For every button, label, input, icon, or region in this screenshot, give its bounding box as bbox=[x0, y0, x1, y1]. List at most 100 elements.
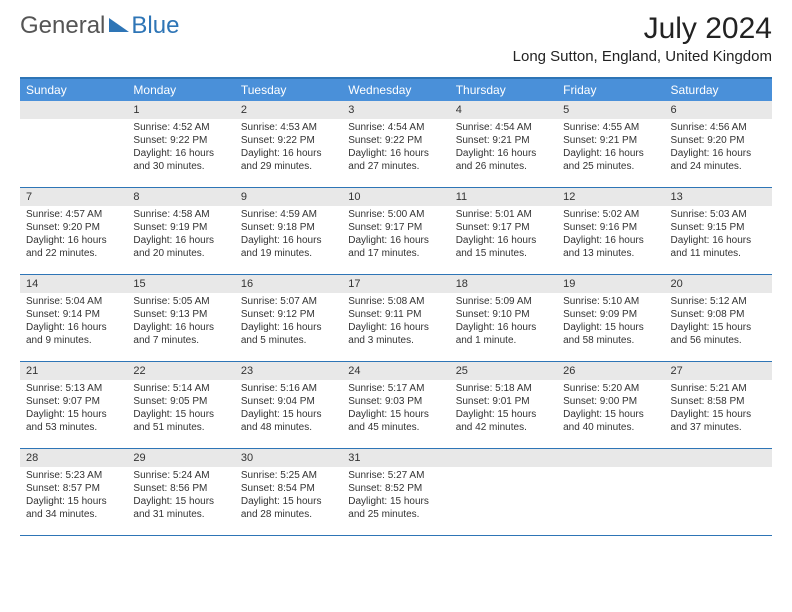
day-cell: 29Sunrise: 5:24 AMSunset: 8:56 PMDayligh… bbox=[127, 449, 234, 535]
day-info-line: Daylight: 16 hours bbox=[133, 321, 228, 334]
day-number: 2 bbox=[235, 101, 342, 119]
day-body: Sunrise: 5:07 AMSunset: 9:12 PMDaylight:… bbox=[235, 293, 342, 351]
day-info-line: Daylight: 15 hours bbox=[563, 321, 658, 334]
header: General Blue July 2024 Long Sutton, Engl… bbox=[0, 0, 792, 69]
day-cell: 6Sunrise: 4:56 AMSunset: 9:20 PMDaylight… bbox=[665, 101, 772, 187]
day-info-line: Sunrise: 5:21 AM bbox=[671, 382, 766, 395]
day-body: Sunrise: 5:25 AMSunset: 8:54 PMDaylight:… bbox=[235, 467, 342, 525]
day-header: Sunday bbox=[20, 79, 127, 101]
day-info-line: Daylight: 15 hours bbox=[241, 408, 336, 421]
day-number: 7 bbox=[20, 188, 127, 206]
day-cell: 8Sunrise: 4:58 AMSunset: 9:19 PMDaylight… bbox=[127, 188, 234, 274]
day-info-line: and 28 minutes. bbox=[241, 508, 336, 521]
day-info-line: Daylight: 15 hours bbox=[26, 495, 121, 508]
day-info-line: Sunrise: 4:55 AM bbox=[563, 121, 658, 134]
day-number: 15 bbox=[127, 275, 234, 293]
day-info-line: Sunset: 8:57 PM bbox=[26, 482, 121, 495]
day-cell: 20Sunrise: 5:12 AMSunset: 9:08 PMDayligh… bbox=[665, 275, 772, 361]
day-cell: 12Sunrise: 5:02 AMSunset: 9:16 PMDayligh… bbox=[557, 188, 664, 274]
day-cell bbox=[450, 449, 557, 535]
day-header: Wednesday bbox=[342, 79, 449, 101]
day-info-line: Sunrise: 4:53 AM bbox=[241, 121, 336, 134]
day-number: 3 bbox=[342, 101, 449, 119]
day-info-line: Sunrise: 5:24 AM bbox=[133, 469, 228, 482]
day-info-line: Daylight: 15 hours bbox=[26, 408, 121, 421]
day-cell bbox=[20, 101, 127, 187]
day-info-line: and 53 minutes. bbox=[26, 421, 121, 434]
day-body: Sunrise: 5:01 AMSunset: 9:17 PMDaylight:… bbox=[450, 206, 557, 264]
day-info-line: Sunrise: 5:01 AM bbox=[456, 208, 551, 221]
week-row: 28Sunrise: 5:23 AMSunset: 8:57 PMDayligh… bbox=[20, 449, 772, 536]
day-body: Sunrise: 4:55 AMSunset: 9:21 PMDaylight:… bbox=[557, 119, 664, 177]
day-body: Sunrise: 4:57 AMSunset: 9:20 PMDaylight:… bbox=[20, 206, 127, 264]
day-info-line: Sunrise: 5:13 AM bbox=[26, 382, 121, 395]
day-number: 10 bbox=[342, 188, 449, 206]
calendar: SundayMondayTuesdayWednesdayThursdayFrid… bbox=[20, 77, 772, 536]
day-info-line: Sunset: 9:17 PM bbox=[348, 221, 443, 234]
day-info-line: Sunrise: 5:14 AM bbox=[133, 382, 228, 395]
day-number-empty bbox=[557, 449, 664, 467]
day-info-line: Daylight: 16 hours bbox=[348, 234, 443, 247]
day-info-line: Daylight: 16 hours bbox=[671, 234, 766, 247]
day-info-line: Sunrise: 5:16 AM bbox=[241, 382, 336, 395]
day-info-line: Sunset: 9:08 PM bbox=[671, 308, 766, 321]
day-number: 22 bbox=[127, 362, 234, 380]
day-number: 12 bbox=[557, 188, 664, 206]
day-number: 26 bbox=[557, 362, 664, 380]
day-info-line: Sunset: 9:10 PM bbox=[456, 308, 551, 321]
day-info-line: and 13 minutes. bbox=[563, 247, 658, 260]
logo-text-general: General bbox=[20, 12, 105, 40]
day-info-line: Sunrise: 5:27 AM bbox=[348, 469, 443, 482]
week-row: 21Sunrise: 5:13 AMSunset: 9:07 PMDayligh… bbox=[20, 362, 772, 449]
month-title: July 2024 bbox=[513, 12, 772, 46]
day-info-line: Daylight: 15 hours bbox=[348, 408, 443, 421]
day-info-line: and 9 minutes. bbox=[26, 334, 121, 347]
day-info-line: Sunrise: 5:02 AM bbox=[563, 208, 658, 221]
day-info-line: and 11 minutes. bbox=[671, 247, 766, 260]
day-number: 17 bbox=[342, 275, 449, 293]
day-number: 20 bbox=[665, 275, 772, 293]
day-body: Sunrise: 4:59 AMSunset: 9:18 PMDaylight:… bbox=[235, 206, 342, 264]
day-info-line: Sunrise: 5:05 AM bbox=[133, 295, 228, 308]
day-body: Sunrise: 5:14 AMSunset: 9:05 PMDaylight:… bbox=[127, 380, 234, 438]
day-info-line: Sunset: 9:12 PM bbox=[241, 308, 336, 321]
day-number: 29 bbox=[127, 449, 234, 467]
day-number: 14 bbox=[20, 275, 127, 293]
day-cell: 21Sunrise: 5:13 AMSunset: 9:07 PMDayligh… bbox=[20, 362, 127, 448]
day-info-line: and 45 minutes. bbox=[348, 421, 443, 434]
day-body: Sunrise: 5:21 AMSunset: 8:58 PMDaylight:… bbox=[665, 380, 772, 438]
day-cell: 31Sunrise: 5:27 AMSunset: 8:52 PMDayligh… bbox=[342, 449, 449, 535]
day-info-line: Sunset: 9:13 PM bbox=[133, 308, 228, 321]
day-info-line: and 17 minutes. bbox=[348, 247, 443, 260]
day-info-line: Sunrise: 5:17 AM bbox=[348, 382, 443, 395]
day-cell: 2Sunrise: 4:53 AMSunset: 9:22 PMDaylight… bbox=[235, 101, 342, 187]
day-body: Sunrise: 5:20 AMSunset: 9:00 PMDaylight:… bbox=[557, 380, 664, 438]
day-number: 27 bbox=[665, 362, 772, 380]
day-info-line: Sunset: 9:01 PM bbox=[456, 395, 551, 408]
day-info-line: Sunset: 9:22 PM bbox=[348, 134, 443, 147]
day-body: Sunrise: 4:54 AMSunset: 9:22 PMDaylight:… bbox=[342, 119, 449, 177]
day-number: 4 bbox=[450, 101, 557, 119]
day-cell: 28Sunrise: 5:23 AMSunset: 8:57 PMDayligh… bbox=[20, 449, 127, 535]
day-info-line: Daylight: 16 hours bbox=[348, 147, 443, 160]
day-cell: 13Sunrise: 5:03 AMSunset: 9:15 PMDayligh… bbox=[665, 188, 772, 274]
day-cell: 3Sunrise: 4:54 AMSunset: 9:22 PMDaylight… bbox=[342, 101, 449, 187]
day-info-line: Sunset: 9:03 PM bbox=[348, 395, 443, 408]
day-header-row: SundayMondayTuesdayWednesdayThursdayFrid… bbox=[20, 79, 772, 101]
day-info-line: and 51 minutes. bbox=[133, 421, 228, 434]
day-info-line: and 37 minutes. bbox=[671, 421, 766, 434]
day-info-line: and 34 minutes. bbox=[26, 508, 121, 521]
day-body bbox=[450, 467, 557, 473]
day-info-line: Daylight: 15 hours bbox=[241, 495, 336, 508]
day-body: Sunrise: 4:53 AMSunset: 9:22 PMDaylight:… bbox=[235, 119, 342, 177]
day-info-line: Sunrise: 5:25 AM bbox=[241, 469, 336, 482]
day-body: Sunrise: 5:27 AMSunset: 8:52 PMDaylight:… bbox=[342, 467, 449, 525]
day-info-line: Daylight: 16 hours bbox=[26, 234, 121, 247]
day-body: Sunrise: 5:02 AMSunset: 9:16 PMDaylight:… bbox=[557, 206, 664, 264]
day-cell: 11Sunrise: 5:01 AMSunset: 9:17 PMDayligh… bbox=[450, 188, 557, 274]
title-block: July 2024 Long Sutton, England, United K… bbox=[513, 12, 772, 65]
day-info-line: Sunset: 9:18 PM bbox=[241, 221, 336, 234]
day-number: 16 bbox=[235, 275, 342, 293]
day-info-line: Daylight: 15 hours bbox=[456, 408, 551, 421]
day-body: Sunrise: 5:17 AMSunset: 9:03 PMDaylight:… bbox=[342, 380, 449, 438]
